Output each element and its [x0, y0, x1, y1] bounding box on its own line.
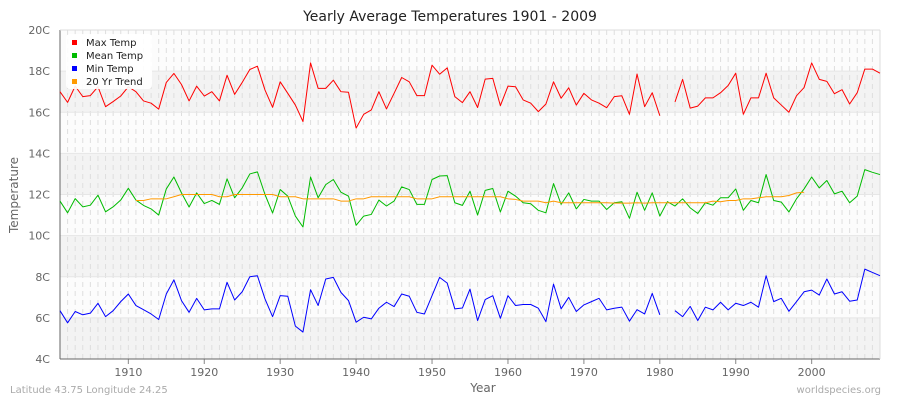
x-tick-label: 1970	[570, 366, 598, 379]
x-tick-label: 1950	[418, 366, 446, 379]
y-tick-label: 6C	[35, 312, 50, 325]
series-line-min-temp	[59, 275, 661, 333]
x-tick-label: 2000	[798, 366, 826, 379]
x-tick-label: 1940	[342, 366, 370, 379]
legend-box	[66, 34, 152, 89]
legend-swatch-20-yr-trend	[72, 79, 77, 84]
site-credit: worldspecies.org	[796, 385, 881, 396]
y-axis-label: Temperature	[7, 157, 21, 234]
y-tick-label: 4C	[35, 353, 50, 366]
x-tick-label: 1980	[646, 366, 674, 379]
location-caption: Latitude 43.75 Longitude 24.25	[10, 385, 168, 396]
chart-title: Yearly Average Temperatures 1901 - 2009	[303, 9, 597, 25]
x-tick-label: 1990	[722, 366, 750, 379]
y-tick-label: 20C	[28, 24, 50, 37]
series-line-max-temp	[674, 62, 881, 115]
x-tick-label: 1930	[266, 366, 294, 379]
y-tick-label: 8C	[35, 271, 50, 284]
legend-label-max-temp: Max Temp	[86, 38, 137, 49]
x-tick-label: 1910	[114, 366, 142, 379]
series-line-min-temp	[674, 268, 881, 322]
legend: Max Temp Mean Temp Min Temp 20 Yr Trend	[66, 34, 152, 89]
y-tick-label: 14C	[28, 147, 50, 160]
y-tick-label: 16C	[28, 106, 50, 119]
y-tick-label: 10C	[28, 230, 50, 243]
y-tick-label: 12C	[28, 189, 50, 202]
series-line-max-temp	[59, 62, 661, 129]
x-tick-label: 1920	[190, 366, 218, 379]
x-tick-label: 1960	[494, 366, 522, 379]
legend-swatch-min-temp	[72, 66, 77, 71]
legend-swatch-max-temp	[72, 40, 77, 45]
y-tick-label: 18C	[28, 65, 50, 78]
legend-label-mean-temp: Mean Temp	[86, 51, 143, 62]
legend-swatch-mean-temp	[72, 53, 77, 58]
x-axis-label: Year	[469, 381, 495, 395]
legend-label-20-yr-trend: 20 Yr Trend	[86, 77, 143, 88]
legend-label-min-temp: Min Temp	[86, 64, 134, 75]
